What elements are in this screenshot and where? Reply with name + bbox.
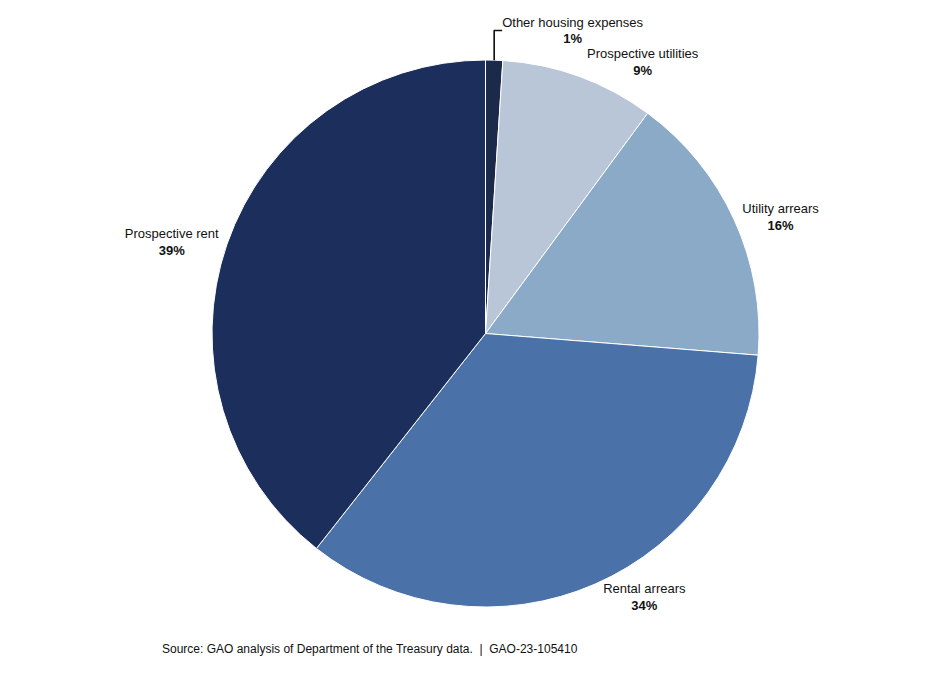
svg-text:Rental arrears34%: Rental arrears34%: [603, 581, 686, 613]
svg-text:Other housing expenses1%: Other housing expenses1%: [502, 15, 643, 47]
svg-text:Prospective utilities9%: Prospective utilities9%: [587, 46, 699, 78]
svg-text:Source: GAO analysis of Depart: Source: GAO analysis of Department of th…: [162, 642, 578, 656]
svg-text:Prospective rent39%: Prospective rent39%: [125, 226, 219, 258]
svg-text:Utility arrears16%: Utility arrears16%: [742, 201, 819, 233]
